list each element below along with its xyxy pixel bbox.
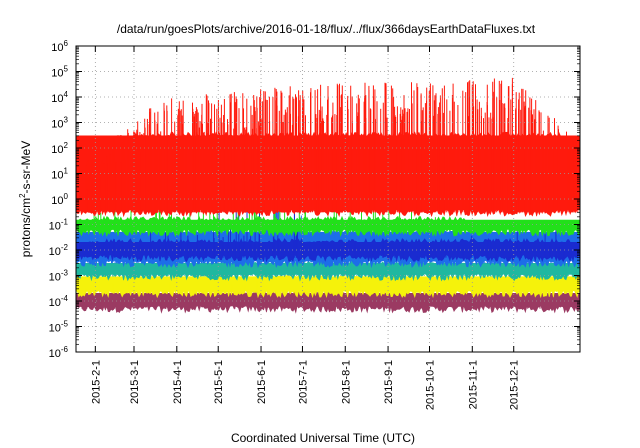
y-tick-label: 104 [51, 90, 68, 105]
y-tick-label: 106 [51, 39, 68, 54]
chart-title: /data/run/goesPlots/archive/2016-01-18/f… [117, 22, 536, 36]
y-axis-label-superscript: 2 [18, 193, 27, 198]
y-tick-label: 10-2 [49, 243, 69, 258]
y-tick-label: 10-5 [49, 320, 69, 335]
series-6 [75, 77, 581, 218]
y-axis-label-part-1: protons/cm [19, 198, 33, 257]
y-tick-label: 10-6 [49, 345, 69, 360]
series-spikes-1 [85, 276, 561, 294]
series-spikes-2 [86, 262, 577, 277]
y-tick-label: 103 [51, 116, 68, 131]
x-tick-label: 2015-3-1 [129, 360, 141, 404]
y-tick-label: 100 [51, 192, 68, 207]
y-tick-label: 102 [51, 141, 68, 156]
y-tick-label: 10-3 [49, 269, 69, 284]
series-band-5 [75, 215, 581, 238]
x-tick-label: 2015-4-1 [172, 360, 184, 404]
y-tick-label: 10-1 [49, 218, 69, 233]
x-tick-label: 2015-9-1 [383, 360, 395, 404]
plot-area [75, 77, 581, 314]
y-tick-label: 101 [51, 167, 68, 182]
x-tick-label: 2015-7-1 [298, 360, 310, 404]
y-tick-label: 10-4 [49, 294, 69, 309]
x-tick-label: 2015-11-1 [467, 360, 479, 409]
x-tick-label: 2015-12-1 [509, 360, 521, 410]
grid [76, 46, 580, 352]
y-tick-label: 105 [51, 65, 68, 80]
y-axis-label: protons/cm2-s-sr-MeV [18, 141, 33, 257]
axes: 10-6 10-5 10-4 10-3 10-2 10-1 100 101 102 103 104 1… [49, 39, 580, 410]
x-axis-label: Coordinated Universal Time (UTC) [231, 431, 415, 445]
y-axis-label-part-3: -s-sr-MeV [19, 141, 33, 194]
series-0 [75, 291, 581, 314]
x-tick-label: 2015-5-1 [213, 360, 225, 404]
x-tick-label: 2015-10-1 [425, 360, 437, 410]
x-tick-label: 2015-6-1 [256, 360, 268, 404]
x-tick-label: 2015-2-1 [90, 360, 102, 404]
x-tick-label: 2015-8-1 [340, 360, 352, 404]
